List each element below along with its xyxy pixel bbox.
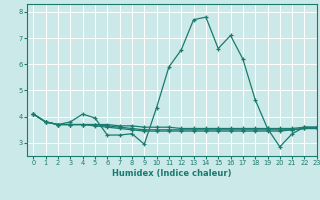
X-axis label: Humidex (Indice chaleur): Humidex (Indice chaleur) [112, 169, 232, 178]
